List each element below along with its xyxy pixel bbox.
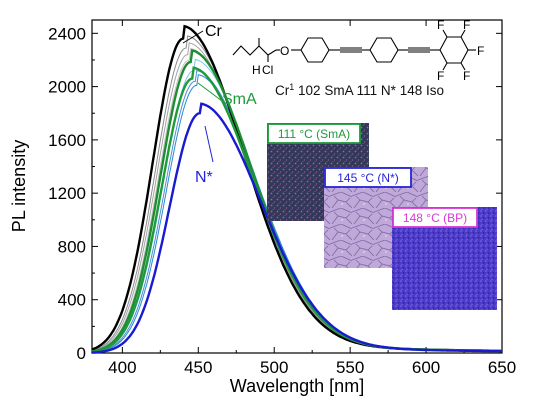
y-tick-label-1200: 1200 xyxy=(48,184,86,203)
axis-ticks: 400 450 500 550 600 650 0 400 800 1200 1600 2000 240… xyxy=(48,20,516,377)
molecule-o-label: O xyxy=(280,44,289,58)
series-group xyxy=(91,24,502,354)
molecule-cl-label: Cl xyxy=(262,63,273,77)
y-tick-label-1600: 1600 xyxy=(48,131,86,150)
molecule-f-label-4: F xyxy=(463,69,470,83)
nstar-leader-line xyxy=(204,125,214,163)
x-tick-label-400: 400 xyxy=(108,358,136,377)
cr-leader-line xyxy=(182,30,204,44)
sma-annotation: SmA xyxy=(222,91,257,108)
y-tick-label-800: 800 xyxy=(58,237,86,256)
x-tick-label-500: 500 xyxy=(260,358,288,377)
phase-sequence: Cr1 102 SmA 111 N* 148 Iso xyxy=(275,82,444,98)
sma-leader-line xyxy=(197,82,223,102)
y-tick-label-2400: 2400 xyxy=(48,24,86,43)
inset-bp-label: 148 °C (BP) xyxy=(403,211,467,225)
nstar-annotation: N* xyxy=(195,169,213,186)
pentafluorophenyl-ring xyxy=(439,36,469,64)
y-tick-label-0: 0 xyxy=(77,344,86,363)
molecule-f-label-2: F xyxy=(463,18,470,32)
molecule-structure xyxy=(232,29,476,71)
inset-sma-label-box xyxy=(267,123,361,144)
inset-bp: 148 °C (BP) xyxy=(392,207,497,310)
molecule-f-label-5: F xyxy=(437,69,444,83)
x-axis-title: Wavelength [nm] xyxy=(230,376,364,396)
phenyl-ring-1 xyxy=(300,37,330,63)
cr-annotation: Cr xyxy=(205,23,223,40)
x-tick-label-650: 650 xyxy=(488,358,516,377)
molecule-f-label-3: F xyxy=(477,44,484,58)
molecule-f-label-1: F xyxy=(437,18,444,32)
phenyl-ring-2 xyxy=(369,37,399,63)
x-tick-label-550: 550 xyxy=(336,358,364,377)
inset-sma-label: 111 °C (SmA) xyxy=(278,127,350,141)
series-line-9 xyxy=(91,102,502,354)
plot-frame xyxy=(91,19,503,354)
y-tick-label-400: 400 xyxy=(58,291,86,310)
y-axis-title: PL intensity xyxy=(9,140,29,232)
x-tick-label-450: 450 xyxy=(184,358,212,377)
y-tick-label-2000: 2000 xyxy=(48,78,86,97)
x-tick-label-600: 600 xyxy=(412,358,440,377)
molecule-h-label: H xyxy=(252,63,261,77)
inset-nstar-label: 145 °C (N*) xyxy=(337,171,398,185)
inset-nstar-label-box xyxy=(324,167,412,188)
inset-bp-label-box xyxy=(392,207,478,228)
